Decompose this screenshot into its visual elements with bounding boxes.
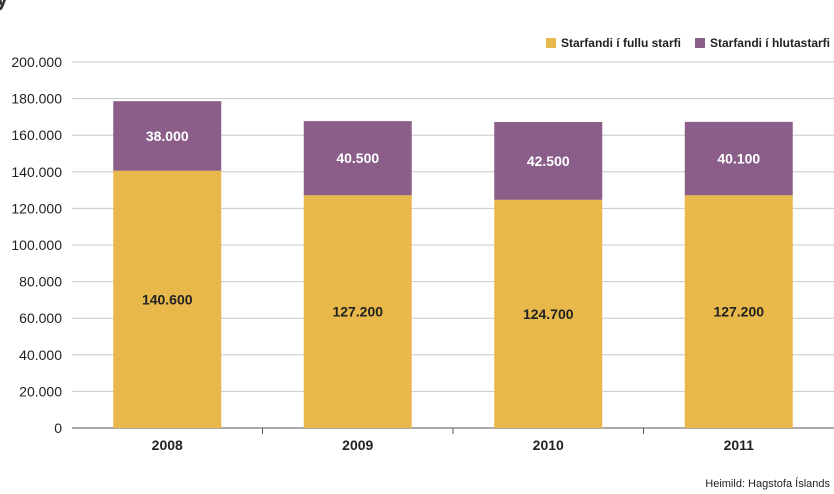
data-label: 140.600 — [142, 291, 193, 307]
y-tick-label: 200.000 — [11, 54, 62, 70]
y-tick-label: 20.000 — [19, 383, 62, 399]
data-label: 127.200 — [332, 304, 383, 320]
x-tick-label: 2011 — [724, 437, 755, 453]
x-tick-label: 2009 — [342, 437, 373, 453]
data-label: 40.500 — [336, 150, 379, 166]
y-tick-label: 40.000 — [19, 347, 62, 363]
x-tick-label: 2010 — [533, 437, 564, 453]
data-label: 42.500 — [527, 153, 570, 169]
y-tick-label: 160.000 — [11, 127, 62, 143]
data-label: 40.100 — [717, 151, 760, 167]
data-label: 124.700 — [523, 306, 574, 322]
y-tick-label: 60.000 — [19, 310, 62, 326]
y-tick-label: 80.000 — [19, 274, 62, 290]
y-tick-label: 140.000 — [11, 164, 62, 180]
y-tick-label: 0 — [54, 420, 62, 436]
source-note: Heimild: Hagstofa Íslands — [705, 478, 830, 490]
y-tick-label: 100.000 — [11, 237, 62, 253]
y-tick-label: 180.000 — [11, 91, 62, 107]
x-tick-label: 2008 — [152, 437, 183, 453]
data-label: 127.200 — [713, 304, 764, 320]
y-tick-label: 120.000 — [11, 200, 62, 216]
data-label: 38.000 — [146, 128, 189, 144]
